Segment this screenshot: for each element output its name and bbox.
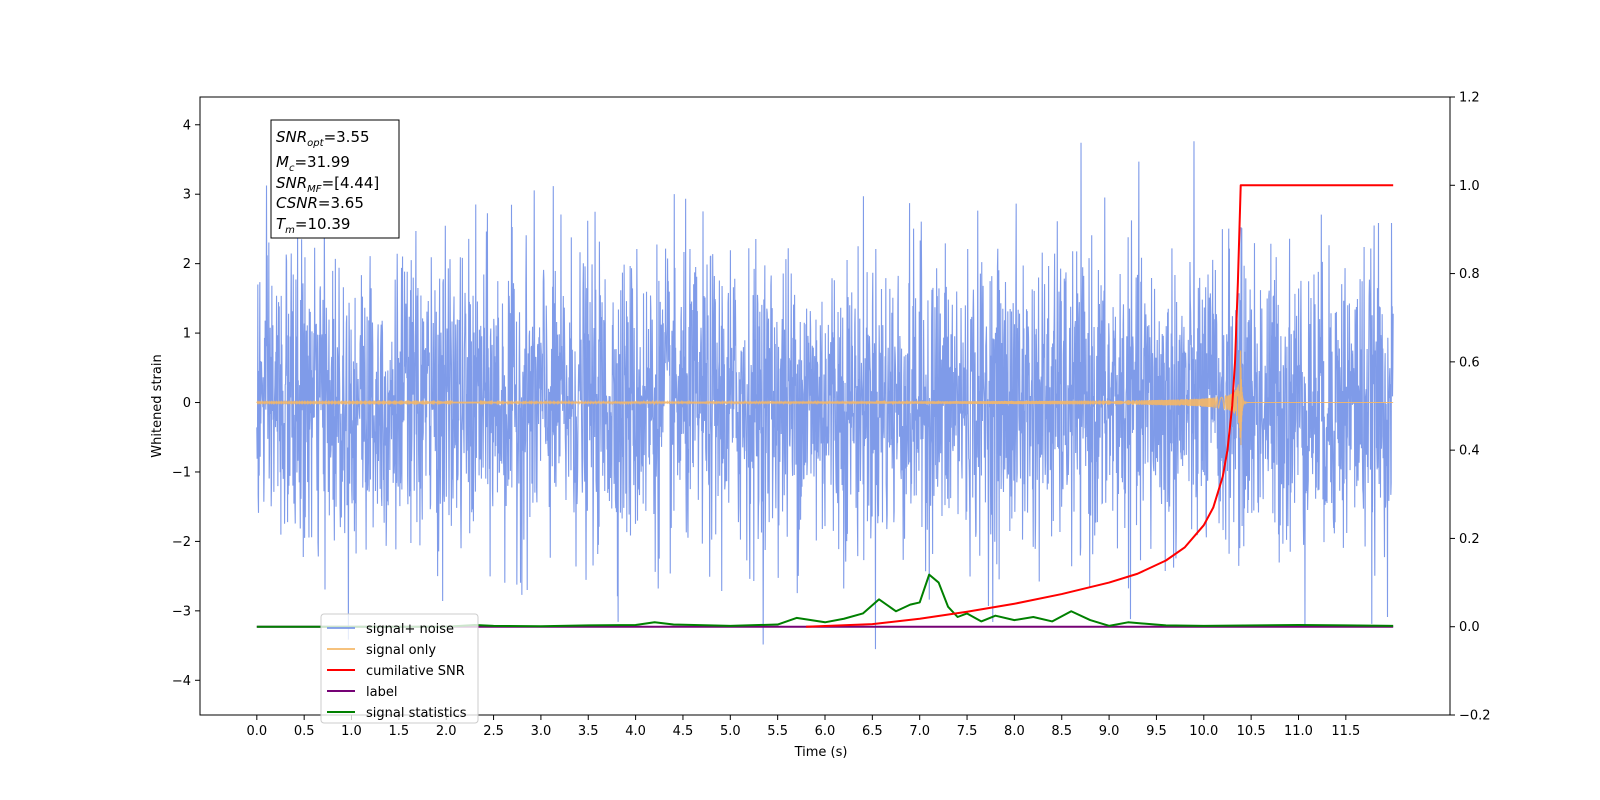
y-axis-label: Whitened strain: [150, 354, 165, 457]
x-tick-label: 5.5: [767, 724, 788, 739]
y-axis-right: −0.2 0.0 0.2 0.4 0.6 0.8 1.0 1.2: [1450, 91, 1491, 724]
x-tick-label: 5.0: [720, 724, 741, 739]
info-box: SNRopt=3.55 Mc=31.99 SNRMF=[4.44] CSNR=3…: [270, 119, 400, 239]
x-tick-label: 8.0: [1004, 724, 1025, 739]
legend-entry-label: signal+ noise: [366, 622, 454, 637]
y-right-tick-label: 0.4: [1459, 444, 1480, 459]
x-tick-label: 1.5: [389, 724, 410, 739]
x-tick-label: 11.0: [1284, 724, 1313, 739]
x-tick-label: 11.5: [1331, 724, 1360, 739]
x-tick-label: 6.0: [815, 724, 836, 739]
y-axis-left: −4 −3 −2 −1 0 1 2 3 4: [172, 118, 200, 689]
y-left-tick-label: −1: [172, 465, 191, 480]
x-tick-label: 8.5: [1051, 724, 1072, 739]
x-tick-label: 4.0: [625, 724, 646, 739]
x-tick-label: 1.0: [341, 724, 362, 739]
series-signal-only-line: [256, 350, 1394, 446]
info-tm: Tm=10.39: [276, 215, 350, 236]
legend-entry-label: label: [366, 685, 397, 700]
y-left-tick-label: −3: [172, 604, 191, 619]
y-right-tick-label: 0.0: [1459, 620, 1480, 635]
y-right-tick-label: −0.2: [1459, 709, 1491, 724]
y-left-tick-label: 0: [183, 396, 191, 411]
x-tick-label: 3.5: [578, 724, 599, 739]
y-left-tick-label: 3: [183, 188, 191, 203]
info-mc: Mc=31.99: [276, 153, 350, 174]
x-tick-label: 0.5: [294, 724, 315, 739]
x-axis: 0.0 0.5 1.0 1.5 2.0 2.5 3.0 3.5 4.0 4.5 5.0 5.5 6.0 6…: [246, 715, 1360, 739]
x-tick-label: 7.0: [909, 724, 930, 739]
series-signal-statistics-line: [256, 573, 1394, 628]
legend-entry-label: cumilative SNR: [366, 664, 465, 679]
y-right-tick-label: 1.2: [1459, 91, 1480, 106]
y-left-tick-label: 4: [183, 118, 191, 133]
plot-series: [256, 141, 1394, 650]
x-tick-label: 9.5: [1146, 724, 1167, 739]
legend-entry-label: signal only: [366, 643, 436, 658]
y-right-tick-label: 1.0: [1459, 179, 1480, 194]
y-right-tick-label: 0.6: [1459, 355, 1480, 370]
y-right-tick-label: 0.8: [1459, 267, 1480, 282]
x-tick-label: 6.5: [862, 724, 883, 739]
legend-entry-label: signal statistics: [366, 706, 467, 721]
x-tick-label: 4.5: [673, 724, 694, 739]
info-snr-mf: SNRMF=[4.44]: [276, 174, 379, 195]
y-right-tick-label: 0.2: [1459, 532, 1480, 547]
x-tick-label: 9.0: [1099, 724, 1120, 739]
series-cumulative-snr-line: [806, 184, 1394, 628]
x-tick-label: 3.0: [531, 724, 552, 739]
series-signal-noise-line: [256, 141, 1394, 650]
x-axis-label: Time (s): [794, 745, 848, 760]
x-tick-label: 2.5: [483, 724, 504, 739]
y-left-tick-label: 1: [183, 327, 191, 342]
y-left-tick-label: −2: [172, 535, 191, 550]
y-left-tick-label: −4: [172, 674, 191, 689]
info-csnr: CSNR=3.65: [276, 194, 364, 212]
x-tick-label: 0.0: [246, 724, 267, 739]
legend: signal+ noise signal only cumilative SNR la…: [320, 613, 479, 724]
y-left-tick-label: 2: [183, 257, 191, 272]
x-tick-label: 7.5: [957, 724, 978, 739]
info-snr-opt: SNRopt=3.55: [276, 128, 370, 149]
x-tick-label: 10.5: [1237, 724, 1266, 739]
x-tick-label: 10.0: [1189, 724, 1218, 739]
x-tick-label: 2.0: [436, 724, 457, 739]
